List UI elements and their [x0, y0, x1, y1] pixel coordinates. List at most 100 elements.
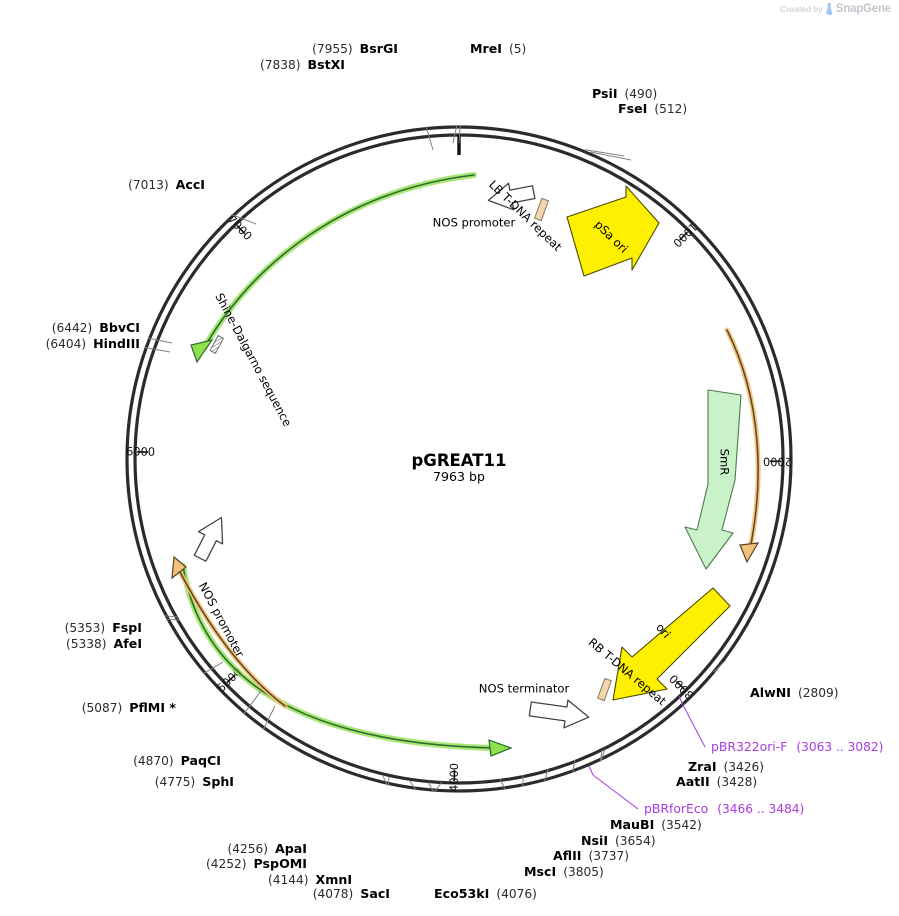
enzyme-position: (3654) [615, 834, 656, 848]
feature-nos-promoter-top[interactable] [486, 179, 537, 214]
enzyme-position: (4256) [228, 842, 269, 856]
enzyme-site-label[interactable]: AflII (3737) [553, 848, 629, 863]
enzyme-name: SphI [202, 774, 234, 789]
enzyme-site-label[interactable]: BsrGI (7955) [312, 41, 398, 56]
enzyme-leader-line [147, 337, 173, 344]
enzyme-site-label[interactable]: FseI (512) [618, 101, 687, 116]
enzyme-leader-line [600, 748, 606, 762]
enzyme-leader-line [427, 781, 435, 793]
enzyme-site-label[interactable]: MscI (3805) [524, 864, 604, 879]
enzyme-name: PspOMI [254, 856, 307, 871]
enzyme-leader-line [584, 149, 625, 157]
enzyme-site-label[interactable]: MauBI (3542) [610, 817, 702, 832]
feature-nos-terminator[interactable] [528, 695, 590, 731]
ruler-tick-label: 1000 [670, 220, 700, 250]
enzyme-name: AflII [553, 848, 581, 863]
enzyme-position: (3542) [661, 818, 702, 832]
enzyme-site-label[interactable]: PaqCI (4870) [133, 753, 221, 768]
enzyme-name: AfeI [114, 636, 142, 651]
enzyme-site-label[interactable]: PsiI (490) [592, 86, 657, 101]
enzyme-leader-line [458, 124, 461, 144]
feature-lb-tdna-repeat[interactable] [533, 197, 550, 222]
primer-leader-lines [588, 695, 706, 810]
enzyme-site-label[interactable]: NsiI (3654) [581, 833, 656, 848]
enzyme-position: (3805) [563, 865, 604, 879]
enzyme-leader-line [387, 776, 390, 786]
enzyme-site-label[interactable]: ApaI (4256) [228, 841, 307, 856]
enzyme-position: (3428) [717, 775, 758, 789]
enzyme-name: HindIII [93, 336, 140, 351]
enzyme-position: (490) [625, 87, 658, 101]
enzyme-site-label[interactable]: SphI (4775) [155, 774, 234, 789]
enzyme-position: (4775) [155, 775, 196, 789]
enzyme-site-label[interactable]: SacI (4078) [313, 886, 390, 901]
ruler-tick: 6000 [126, 444, 155, 459]
ruler-tick: 2000 [763, 455, 792, 469]
enzyme-site-label[interactable]: AlwNI (2809) [750, 685, 838, 700]
enzyme-site-label[interactable]: AatII (3428) [676, 774, 757, 789]
enzyme-label-group: MreI (5)BsrGI(7955)BstXI(7838)PsiI (490)Fs… [46, 41, 839, 901]
enzyme-position: (7955) [312, 42, 353, 56]
primer-site-label[interactable]: pBRforEco (3466 .. 3484) [644, 801, 804, 816]
enzyme-name: SacI [360, 886, 390, 901]
enzyme-name: PsiI [592, 86, 618, 101]
enzyme-position: (6442) [52, 321, 93, 335]
enzyme-name: MscI [524, 864, 556, 879]
ruler-tick: 4000 [447, 763, 461, 792]
feature-smr[interactable] [684, 389, 742, 570]
enzyme-leader-line [599, 749, 603, 762]
enzyme-site-label[interactable]: FspI (5353) [65, 620, 142, 635]
enzyme-position: (4144) [268, 873, 309, 887]
enzyme-name: Eco53kI [434, 886, 489, 901]
ruler-tick-label: 3000 [666, 672, 696, 703]
feature-label: Shine-Dalgarno sequence [212, 291, 294, 429]
enzyme-position: (5353) [65, 621, 106, 635]
ruler-tick: 3000 [666, 672, 696, 703]
enzyme-site-label[interactable]: BbvCI (6442) [52, 320, 140, 335]
feature-psa-ori[interactable] [566, 185, 660, 277]
feature-rb-tdna-repeat[interactable] [596, 677, 613, 702]
enzyme-position: (5087) [82, 701, 123, 715]
enzyme-name: AatII [676, 774, 710, 789]
feature-ori[interactable] [612, 587, 731, 701]
enzyme-name: ApaI [275, 841, 307, 856]
feature-nos-promoter-left[interactable] [188, 511, 233, 564]
flask-icon [825, 3, 833, 15]
enzyme-site-label[interactable]: AfeI (5338) [66, 636, 142, 651]
enzyme-position: (7838) [260, 58, 301, 72]
enzyme-site-label[interactable]: PflMI * (5087) [82, 700, 177, 715]
enzyme-position: (4870) [133, 754, 174, 768]
enzyme-site-label[interactable]: AccI (7013) [128, 177, 205, 192]
primer-leader-line [592, 774, 639, 810]
enzyme-name: AccI [176, 177, 205, 192]
enzyme-leader-line [164, 615, 179, 618]
enzyme-leader-line [590, 151, 632, 161]
primer-name: pBR322ori-F [711, 739, 787, 754]
plasmid-size: 7963 bp [433, 469, 485, 484]
enzyme-site-label[interactable]: PspOMI (4252) [206, 856, 307, 871]
enzyme-position: (7013) [128, 178, 169, 192]
page-title: pGREAT11 [411, 451, 506, 470]
feature-shine-dalgarno[interactable] [209, 334, 225, 354]
feature-label: NOS promoter [196, 580, 247, 660]
enzyme-position: (2809) [798, 686, 839, 700]
enzyme-leader-line [202, 661, 224, 675]
primer-leader-tick [678, 695, 684, 706]
enzyme-site-label[interactable]: HindIII (6404) [46, 336, 140, 351]
enzyme-site-label[interactable]: MreI (5) [470, 41, 526, 56]
enzyme-name: BstXI [307, 57, 345, 72]
ruler-tick: 5000 [214, 665, 245, 695]
primer-label-group: pBR322ori-F (3063 .. 3082) pBRforEco (3466 … [644, 739, 883, 816]
enzyme-leader-line [499, 778, 506, 790]
primer-arrows [171, 172, 761, 757]
primer-name: pBRforEco [644, 801, 708, 816]
enzyme-leader-line [262, 705, 276, 730]
primer-position: (3466 .. 3484) [717, 802, 804, 816]
enzyme-site-label[interactable]: Eco53kI (4076) [434, 886, 537, 901]
snapgene-wordmark: SnapGene [835, 3, 891, 15]
primer-site-label[interactable]: pBR322ori-F (3063 .. 3082) [711, 739, 883, 754]
enzyme-site-label[interactable]: ZraI (3426) [688, 759, 764, 774]
ruler-tick-label: 7000 [225, 212, 255, 243]
enzyme-site-label[interactable]: XmnI (4144) [268, 872, 352, 887]
enzyme-site-label[interactable]: BstXI (7838) [260, 57, 345, 72]
